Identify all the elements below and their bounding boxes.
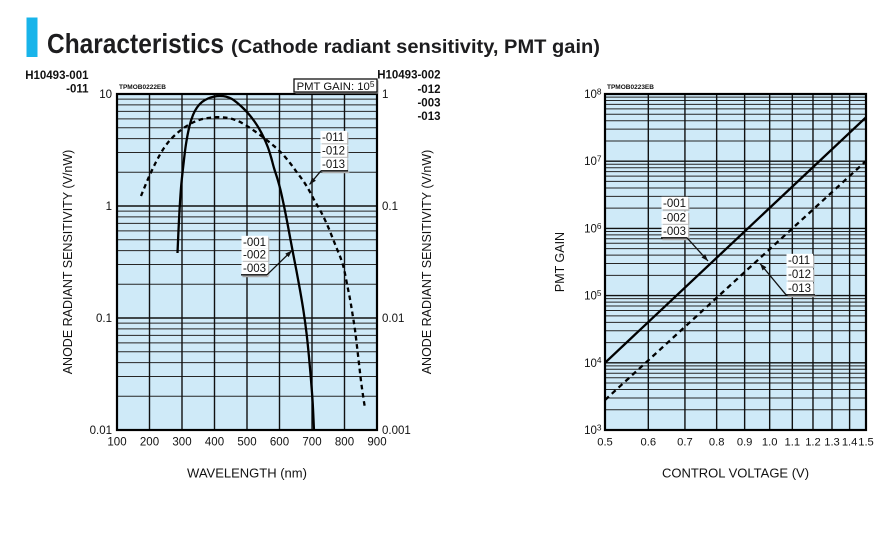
svg-text:-003: -003 <box>243 263 266 275</box>
svg-text:TPMOB0223EB: TPMOB0223EB <box>607 84 654 91</box>
svg-text:-001: -001 <box>243 237 266 249</box>
svg-text:0.5: 0.5 <box>597 437 613 449</box>
svg-text:1.2: 1.2 <box>805 437 821 449</box>
svg-text:-012: -012 <box>788 269 811 281</box>
svg-text:105: 105 <box>584 288 602 303</box>
svg-text:900: 900 <box>367 437 386 449</box>
svg-text:1.1: 1.1 <box>785 437 801 449</box>
svg-text:0.1: 0.1 <box>96 313 112 325</box>
svg-text:0.7: 0.7 <box>677 437 693 449</box>
svg-text:H10493-001: H10493-001 <box>25 70 89 82</box>
svg-text:0.01: 0.01 <box>382 313 404 325</box>
svg-text:10: 10 <box>99 89 112 101</box>
svg-text:108: 108 <box>584 86 602 101</box>
svg-text:600: 600 <box>270 437 289 449</box>
svg-text:(Cathode radiant sensitivity,: (Cathode radiant sensitivity, PMT gain) <box>231 36 600 58</box>
svg-text:-013: -013 <box>322 159 345 171</box>
svg-text:1.5: 1.5 <box>858 437 874 449</box>
svg-text:1.0: 1.0 <box>762 437 778 449</box>
svg-text:106: 106 <box>584 221 602 236</box>
svg-text:-013: -013 <box>788 283 811 295</box>
svg-text:Characteristics: Characteristics <box>47 28 224 59</box>
svg-text:TPMOB0222EB: TPMOB0222EB <box>119 84 166 91</box>
svg-text:-012: -012 <box>322 146 345 158</box>
svg-text:1.4: 1.4 <box>842 437 858 449</box>
svg-text:-001: -001 <box>663 198 686 210</box>
svg-text:ANODE RADIANT SENSITIVITY (V/n: ANODE RADIANT SENSITIVITY (V/nW) <box>61 150 75 375</box>
svg-text:104: 104 <box>584 355 602 370</box>
svg-text:0.001: 0.001 <box>382 425 411 437</box>
svg-text:PMT GAIN: PMT GAIN <box>553 232 567 292</box>
svg-text:107: 107 <box>584 154 602 169</box>
svg-text:-003: -003 <box>417 98 440 110</box>
svg-text:103: 103 <box>584 422 602 437</box>
svg-text:1.3: 1.3 <box>824 437 840 449</box>
svg-text:0.01: 0.01 <box>90 425 112 437</box>
svg-text:PMT GAIN: 105: PMT GAIN: 105 <box>297 79 375 93</box>
svg-text:H10493-002: H10493-002 <box>377 70 440 82</box>
svg-text:-011: -011 <box>788 255 810 267</box>
svg-text:700: 700 <box>302 437 321 449</box>
svg-text:100: 100 <box>107 437 126 449</box>
svg-text:0.6: 0.6 <box>641 437 657 449</box>
svg-text:1: 1 <box>106 201 112 213</box>
svg-text:-013: -013 <box>417 111 440 123</box>
svg-text:500: 500 <box>237 437 256 449</box>
svg-text:ANODE RADIANT SENSITIVITY (V/n: ANODE RADIANT SENSITIVITY (V/nW) <box>420 150 434 375</box>
svg-text:-011: -011 <box>66 84 89 96</box>
svg-text:0.9: 0.9 <box>737 437 753 449</box>
svg-text:-003: -003 <box>663 226 686 238</box>
svg-text:-012: -012 <box>417 84 440 96</box>
svg-text:400: 400 <box>205 437 224 449</box>
svg-text:300: 300 <box>172 437 191 449</box>
svg-text:-011: -011 <box>322 132 344 144</box>
svg-text:0.8: 0.8 <box>709 437 725 449</box>
svg-text:WAVELENGTH (nm): WAVELENGTH (nm) <box>187 466 307 481</box>
svg-text:200: 200 <box>140 437 159 449</box>
svg-text:CONTROL VOLTAGE (V): CONTROL VOLTAGE (V) <box>662 466 809 481</box>
svg-text:1: 1 <box>382 89 388 101</box>
svg-text:800: 800 <box>335 437 354 449</box>
svg-text:-002: -002 <box>663 213 686 225</box>
svg-text:0.1: 0.1 <box>382 201 398 213</box>
svg-text:-002: -002 <box>243 250 266 262</box>
